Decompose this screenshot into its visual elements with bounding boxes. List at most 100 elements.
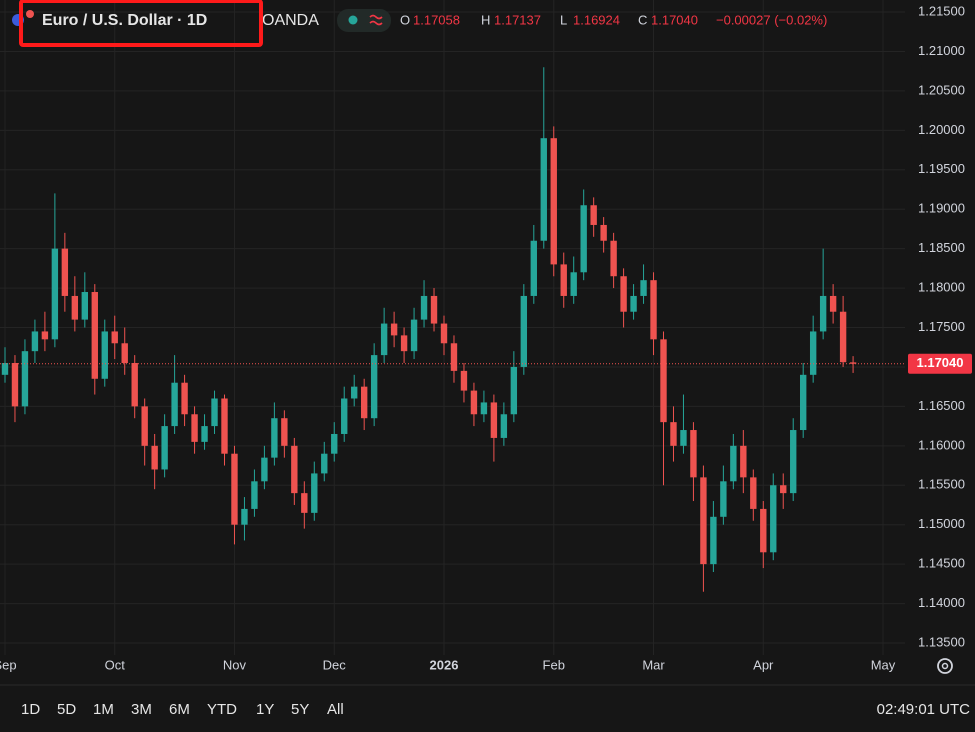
settings-icon[interactable] [937,658,953,674]
y-tick-label: 1.16000 [918,437,965,452]
x-tick-label: Nov [223,657,247,672]
y-tick-label: 1.20500 [918,82,965,97]
y-tick-label: 1.17500 [918,319,965,334]
x-tick-label: Oct [105,657,126,672]
timeframe-button[interactable]: 5D [57,701,76,718]
gear[interactable] [937,658,953,674]
candle-body [380,323,388,356]
timeframe-button[interactable]: 1M [93,701,114,718]
status-pill[interactable] [337,9,391,32]
candle-body [650,280,657,340]
y-tick-label: 1.19000 [918,201,965,216]
candle-body [261,457,268,482]
y-tick-label: 1.14500 [918,556,965,571]
candle-body [430,295,438,324]
market-open-dot [348,15,358,25]
x-tick-label: Mar [642,657,665,672]
candle-body [101,331,108,379]
y-tick-label: 1.20000 [918,122,965,137]
symbol-icon-flag [26,10,34,18]
candle-body [690,430,697,478]
candle-body [480,402,488,415]
x-tick-label: Apr [753,657,774,672]
candle-body [590,205,597,225]
candle-body [470,390,478,415]
ohlc-label: C [638,12,647,27]
candle-body [440,323,448,344]
clock: 02:49:01 UTC [877,701,971,718]
timeframe-button[interactable]: 1D [21,701,40,718]
candle-body [231,453,238,525]
candle-body [191,414,198,442]
candle-body [400,335,408,352]
y-tick-label: 1.15000 [918,516,965,531]
y-tick-label: 1.19500 [918,161,965,176]
symbol-title[interactable]: Euro / U.S. Dollar · 1D [42,12,207,29]
candle-body [630,295,637,312]
timeframe-button[interactable]: 6M [169,701,190,718]
candle-body [580,205,587,273]
candle-body [291,445,298,494]
candle-body [181,382,188,415]
candle-body [700,477,707,565]
candle-body [211,398,218,427]
candle-body [51,248,59,340]
candle-body [849,362,857,364]
candle-body [839,311,847,363]
candle-body [370,355,378,419]
y-tick-label: 1.15500 [918,477,965,492]
delayed-icon [369,14,383,26]
candle-body [770,485,777,553]
y-tick-label: 1.18000 [918,280,965,295]
candle-body [730,445,737,482]
last-price-tag [908,353,972,374]
timeframe-bar: 1D 5D 1M 3M 6M YTD 1Y 5Y All [21,701,344,718]
candle-body [490,402,498,438]
timeframe-button[interactable]: All [327,701,344,718]
candle-body [809,331,817,375]
highlight-box [19,0,263,47]
candle-body [670,422,677,446]
candle-body [71,295,79,320]
candle-body [351,386,358,399]
ohlc-value: 1.17137 [494,12,541,27]
ohlc-value: 1.17040 [651,12,698,27]
candle-body [819,295,827,332]
candle-body [829,295,837,312]
candle-body [520,295,528,367]
candle-body [151,445,158,470]
y-tick-label: 1.16500 [918,398,965,413]
timeframe-button[interactable]: 1Y [256,701,274,718]
candle-body [201,426,208,442]
candle-body [780,485,787,494]
candle-body [11,362,19,407]
candle-body [790,430,797,494]
candle-body [161,426,168,470]
change: −0.00027 (−0.02%) [716,12,827,27]
candle-body [610,240,617,277]
candle-body [460,370,468,391]
candle-body [91,292,98,379]
candle-body [550,138,557,265]
candle-body [510,366,518,415]
candle-body [710,516,717,565]
gear-center[interactable] [941,662,949,670]
candle-body [420,295,428,320]
y-tick-label: 1.13500 [918,634,965,649]
timeframe-button[interactable]: 3M [131,701,152,718]
candle-body [450,343,458,371]
candle-body [640,280,647,296]
candle-body [121,343,128,363]
timeframe-button[interactable]: 5Y [291,701,309,718]
candle-body [760,508,767,553]
y-tick-label: 1.14000 [918,595,965,610]
candle-body [799,374,807,431]
candle-body [750,477,757,509]
candle-body [410,319,418,352]
candle-body [21,351,29,407]
candle-body [1,362,9,375]
plot-area: 1.13500 1.14000 1.14500 1.15000 1.15500 1.160… [0,0,972,672]
timeframe-button[interactable]: YTD [207,701,237,718]
candle-body [171,382,178,427]
